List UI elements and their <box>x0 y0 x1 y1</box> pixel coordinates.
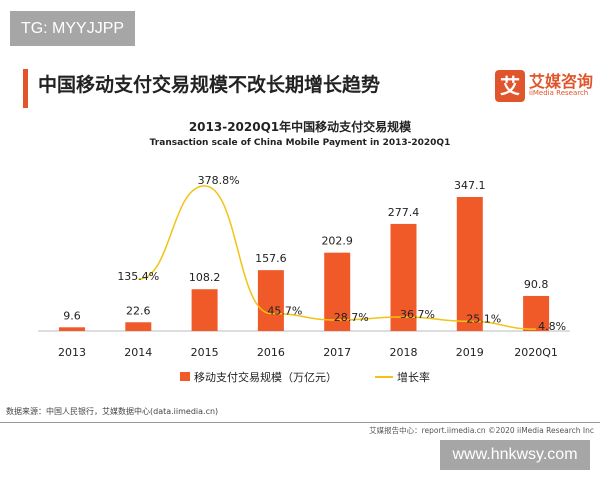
x-tick-label: 2017 <box>323 346 351 359</box>
line-label: 45.7% <box>267 304 302 317</box>
bar <box>324 252 351 331</box>
source-note: 数据来源：中国人民银行，艾媒数据中心(data.iimedia.cn) <box>6 407 219 416</box>
bar <box>191 289 218 331</box>
bar-label: 22.6 <box>126 304 151 317</box>
watermark-top: TG: MYYJJPP <box>10 11 135 46</box>
line-label: 135.4% <box>117 270 159 283</box>
legend-line-label: 增长率 <box>397 370 430 384</box>
headline: 中国移动支付交易规模不改长期增长趋势 <box>38 74 381 96</box>
x-tick-label: 2016 <box>257 346 285 359</box>
bar-label: 108.2 <box>189 271 221 284</box>
logo-cn: 艾媒咨询 <box>529 72 594 91</box>
x-tick-label: 2014 <box>124 346 152 359</box>
growth-line <box>138 185 537 330</box>
bar <box>59 327 85 331</box>
chart: 9.6 2013 22.6 2014 108.2 2015 157.6 2016 202.9 20… <box>38 174 570 384</box>
line-label: 36.7% <box>400 308 435 321</box>
line-label: 28.7% <box>334 311 369 324</box>
divider <box>0 422 600 423</box>
line-label: 378.8% <box>198 174 240 187</box>
line-label: 4.8% <box>538 320 566 333</box>
bar-label: 202.9 <box>321 235 353 248</box>
chart-subtitle: Transaction scale of China Mobile Paymen… <box>149 138 451 148</box>
logo-icon: 艾 <box>495 70 525 102</box>
headline-accent-bar <box>23 69 28 108</box>
bar <box>456 197 483 331</box>
logo-en: iiMedia Research <box>529 89 589 97</box>
bar <box>257 270 284 331</box>
footer: 艾媒报告中心：report.iimedia.cn ©2020 iiMedia R… <box>369 426 594 435</box>
x-tick-label: 2015 <box>191 346 219 359</box>
x-tick-label: 2013 <box>58 346 86 359</box>
line-label: 25.1% <box>466 312 501 325</box>
watermark-bottom: www.hnkwsy.com <box>440 440 590 470</box>
bar-label: 9.6 <box>63 309 81 322</box>
x-tick-label: 2020Q1 <box>514 346 558 359</box>
x-tick-label: 2019 <box>456 346 484 359</box>
x-tick-label: 2018 <box>390 346 418 359</box>
bar-label: 277.4 <box>388 206 420 219</box>
bar <box>390 223 417 331</box>
bar-label: 347.1 <box>454 179 486 192</box>
chart-title: 2013-2020Q1年中国移动支付交易规模 <box>188 120 412 134</box>
bar <box>523 295 550 331</box>
bar-label: 90.8 <box>524 278 549 291</box>
legend-bar-label: 移动支付交易规模（万亿元） <box>194 370 337 384</box>
bar-label: 157.6 <box>255 252 287 265</box>
legend-bar-swatch <box>180 372 190 381</box>
bar <box>125 322 152 331</box>
